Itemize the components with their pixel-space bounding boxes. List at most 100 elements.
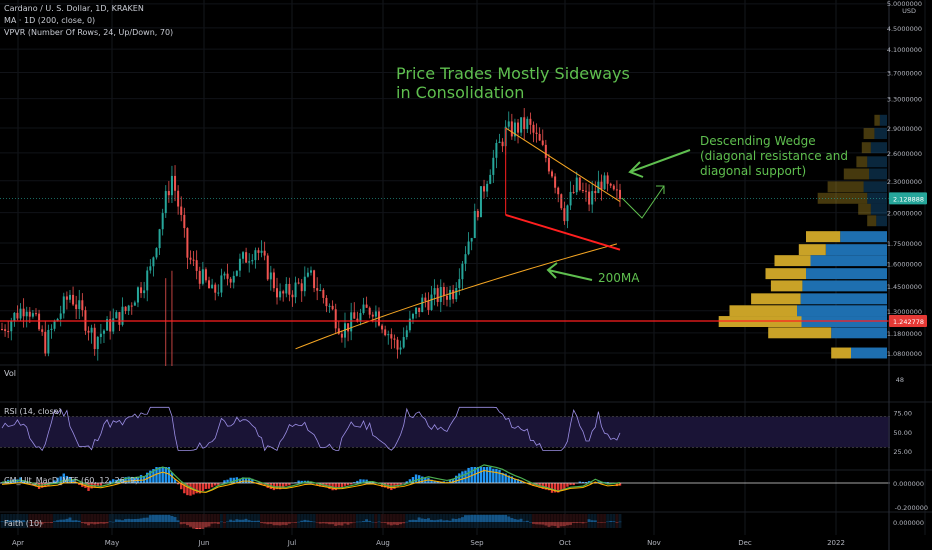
symbol-legend[interactable]: Cardano / U. S. Dollar, 1D, KRAKEN [4,4,144,13]
macd-bar [56,477,59,483]
macd-bar [470,467,473,483]
candle-body [201,269,204,284]
macd-label[interactable]: CM_Ult_MacD_MTF (60, 12, 26, 9) [4,476,139,485]
candle-body [189,257,192,260]
faith-bg [16,514,19,528]
macd-bar [560,483,563,491]
faith-bg [321,514,325,528]
faith-bg [495,514,498,528]
faith-bg [9,514,13,528]
candle-body [229,278,232,283]
macd-bar [278,483,282,490]
candle-body [353,312,356,319]
candle-body [300,283,303,292]
vpvr-legend[interactable]: VPVR (Number Of Rows, 24, Up/Down, 70) [4,28,174,37]
faith-bg [80,514,84,528]
faith-bg [272,514,276,528]
faith-bg [541,514,545,528]
candle-body [510,121,513,137]
projection-path [621,185,665,219]
candle-body [174,175,177,191]
faith-bg [19,514,22,528]
faith-bg [334,514,338,528]
macd-bar [164,467,167,483]
faith-bg [71,514,75,528]
ma-legend[interactable]: MA · 1D (200, close, 0) [4,16,96,25]
descending-wedge [505,127,621,251]
macd-bar [136,476,140,483]
price-tick-label: 1.7500000 [887,240,922,248]
candle-body [470,238,473,242]
faith-bg [176,514,180,528]
candle-body [4,329,7,332]
price-tick-label: 3.3000000 [887,96,922,104]
macd-bar [251,478,254,483]
faith-bg [457,514,461,528]
faith-bg [62,514,66,528]
faith-bg [155,514,158,528]
candle-body [517,122,520,133]
vpvr-row-down [729,305,797,317]
candle-body [146,270,149,291]
macd-bar [587,481,591,483]
x-tick-label: 2022 [827,539,845,547]
vpvr-row-down [863,128,875,140]
candle-body [557,187,560,195]
faith-bg [371,514,375,528]
faith-bg [28,514,32,528]
faith-bg [488,514,492,528]
macd-line [1,464,621,493]
macd-bar [139,474,143,483]
candle-body [523,117,526,130]
candle-body [164,191,167,214]
rsi-label[interactable]: RSI (14, close) [4,407,62,416]
faith-bg [355,514,359,528]
candle-body [297,282,300,284]
faith-bg [102,514,106,528]
vpvr-row-down [874,114,880,126]
candle-body [541,140,544,145]
candle-body [381,325,384,330]
faith-bg [513,514,517,528]
macd-bar [458,473,461,483]
faith-bg [50,514,53,528]
macd-bar [572,483,575,486]
faith-bg [219,514,223,528]
candle-body [585,190,588,192]
candle-body [22,308,25,317]
candle-body [303,276,306,292]
candle-body [127,305,130,311]
macd-bar [544,483,548,490]
macd-bar [489,467,492,483]
faith-bg [182,514,186,528]
macd-bar [201,483,205,492]
faith-bg [105,514,109,528]
vpvr-row-up [851,347,887,359]
faith-label[interactable]: Faith (10) [4,519,43,528]
macd-bar [53,480,56,483]
candle-body [50,328,53,330]
faith-bg [569,514,572,528]
support-badge [889,315,927,328]
macd-bar [133,477,137,483]
faith-bg [618,514,622,528]
macd-bar [479,467,483,483]
faith-bg [377,514,381,528]
macd-bar [263,483,266,487]
candle-body [501,141,504,147]
candle-body [59,313,62,319]
candle-body [340,333,343,338]
price-tick-label: 5.0000000 [887,0,922,8]
faith-bg [408,514,412,528]
candle-body [44,331,47,354]
candle-body [109,319,112,332]
candle-body [538,133,541,141]
candle-body [362,304,365,314]
faith-bg [3,514,7,528]
macd-bar [37,483,41,489]
candle-body [535,132,538,134]
current-price-label: 2.128888 [893,195,924,203]
candle-body [10,321,13,332]
faith-bg [46,514,50,528]
